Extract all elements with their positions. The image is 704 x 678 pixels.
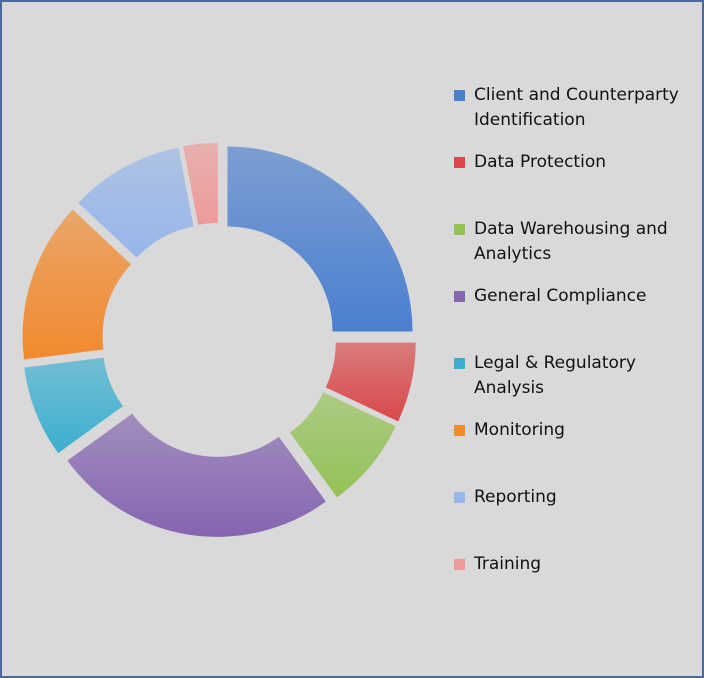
donut-segment: [67, 413, 326, 537]
legend-label: General Compliance: [474, 286, 647, 306]
legend-label: Client and Counterparty Identification: [474, 85, 679, 130]
legend-label: Legal & Regulatory Analysis: [474, 353, 636, 398]
donut-segment: [227, 146, 413, 332]
legend-label: Monitoring: [474, 420, 565, 440]
legend-item: Monitoring: [454, 418, 694, 443]
legend-swatch: [454, 291, 465, 302]
legend-item: General Compliance: [454, 284, 694, 309]
legend-label: Data Warehousing and Analytics: [474, 219, 668, 264]
donut-segment: [325, 342, 416, 422]
legend-swatch: [454, 559, 465, 570]
donut-segment: [78, 147, 194, 258]
legend-swatch: [454, 358, 465, 369]
donut-segment: [183, 143, 218, 225]
legend-swatch: [454, 224, 465, 235]
legend-item: Training: [454, 552, 694, 577]
donut-segment: [22, 209, 132, 360]
legend-item: Client and Counterparty Identification: [454, 83, 694, 133]
legend-swatch: [454, 492, 465, 503]
legend-label: Training: [474, 554, 542, 574]
legend-item: Data Warehousing and Analytics: [454, 217, 694, 267]
legend-item: Legal & Regulatory Analysis: [454, 351, 694, 401]
legend-label: Data Protection: [474, 152, 606, 172]
legend-swatch: [454, 425, 465, 436]
donut-segment: [24, 357, 123, 454]
legend-swatch: [454, 90, 465, 101]
legend-item: Data Protection: [454, 150, 694, 175]
donut-segment: [289, 392, 396, 498]
legend-swatch: [454, 157, 465, 168]
legend-label: Reporting: [474, 487, 557, 507]
legend-item: Reporting: [454, 485, 694, 510]
